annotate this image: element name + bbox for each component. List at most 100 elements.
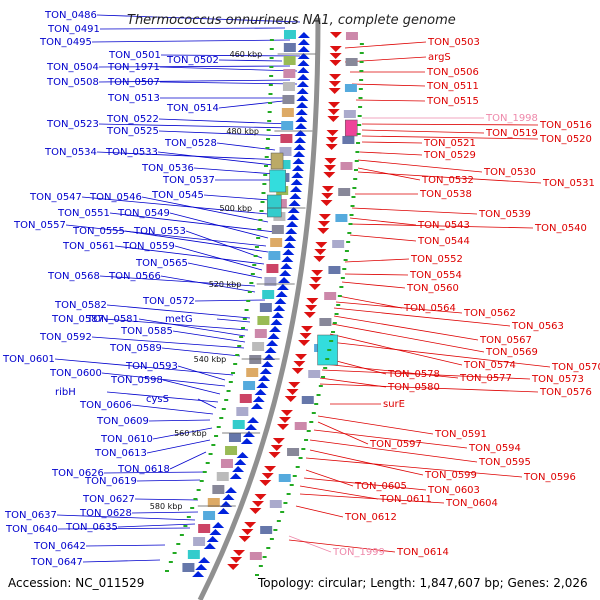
gene-label-left: TON_0609 — [96, 416, 149, 427]
forward-gene-arrow — [273, 305, 286, 311]
feature-block — [246, 368, 259, 377]
reverse-gene-arrow — [298, 340, 311, 346]
leader-line — [349, 217, 417, 226]
feature-block — [212, 485, 225, 494]
reverse-gene-arrow — [326, 130, 339, 136]
feature-block — [203, 511, 216, 520]
gene-label-left: TON_0557 — [13, 220, 66, 231]
forward-gene-arrow — [275, 291, 288, 297]
reverse-gene-arrow — [279, 417, 292, 423]
gene-label-right: TON_0531 — [542, 178, 595, 189]
gene-label-left: TON_0551 — [57, 208, 110, 219]
feature-block — [236, 407, 249, 416]
forward-gene-arrow — [293, 144, 306, 150]
forward-gene-arrow — [267, 333, 280, 339]
gene-label-left: TON_0593 — [125, 361, 178, 372]
forward-gene-arrow — [219, 501, 232, 507]
gene-label-left: TON_0600 — [49, 368, 102, 379]
reverse-gene-arrow — [272, 438, 285, 444]
leader-line — [106, 391, 219, 403]
feature-block — [282, 82, 295, 91]
reverse-gene-arrow — [328, 81, 341, 87]
gene-label-left: TON_0572 — [142, 296, 195, 307]
gene-label-left: TON_0566 — [108, 271, 161, 282]
forward-gene-arrow — [247, 417, 260, 423]
kbp-markers: 460 kbp 480 kbp 500 kbp 520 kbp 540 kbp 560 k… — [150, 50, 316, 511]
forward-gene-arrow — [297, 74, 310, 80]
leader-line — [309, 439, 478, 463]
genome-backbone-arc — [197, 17, 321, 600]
gene-label-left: TON_0640 — [5, 524, 58, 535]
feature-block — [282, 95, 295, 104]
gene-arrows — [192, 32, 342, 577]
reverse-gene-arrow — [233, 550, 246, 556]
forward-gene-arrow — [297, 32, 310, 38]
gene-label-right: TON_0521 — [423, 138, 476, 149]
kbp-marker-label: 580 kbp — [150, 502, 183, 511]
leader-line — [124, 230, 269, 253]
gene-label-left: TON_0513 — [107, 93, 160, 104]
reverse-gene-arrow — [320, 200, 333, 206]
reverse-gene-arrow — [286, 389, 299, 395]
feature-block — [340, 162, 353, 170]
feature-block — [283, 56, 296, 65]
kbp-marker-label: 500 kbp — [220, 204, 253, 213]
feature-block-large — [269, 169, 286, 193]
gene-label-right: TON_0529 — [423, 150, 476, 161]
feature-block — [278, 474, 291, 482]
reverse-gene-arrow — [329, 53, 342, 59]
reverse-gene-arrow — [254, 494, 267, 500]
forward-gene-arrow — [289, 193, 302, 199]
leader-line — [361, 129, 485, 134]
leader-line — [288, 539, 396, 553]
reverse-gene-arrow — [230, 557, 243, 563]
gene-label-right: TON_0560 — [406, 283, 459, 294]
reverse-gene-arrow — [329, 74, 342, 80]
leader-line — [169, 451, 207, 470]
leader-line — [331, 323, 485, 353]
reverse-gene-arrow — [249, 508, 262, 514]
forward-gene-arrow — [278, 277, 291, 283]
gene-label-right: TON_0532 — [421, 175, 474, 186]
forward-gene-arrow — [297, 46, 310, 52]
genome-title: Thermococcus onnurineus NA1, complete ge… — [127, 13, 456, 28]
leader-line — [361, 141, 423, 144]
leader-line — [321, 369, 531, 380]
leader-line — [158, 118, 291, 125]
forward-gene-arrow — [297, 39, 310, 45]
forward-gene-arrow — [280, 263, 293, 269]
gene-label-left: metG — [165, 314, 193, 325]
leader-line — [136, 479, 201, 482]
gene-label-right: TON_0573 — [531, 374, 584, 385]
feature-block — [249, 552, 262, 560]
gene-label-right: TON_0595 — [478, 457, 531, 468]
accession-text: Accession: NC_011529 — [8, 576, 144, 590]
forward-gene-arrow — [264, 347, 277, 353]
leader-line — [349, 223, 534, 229]
forward-gene-arrow — [198, 557, 211, 563]
reverse-gene-arrow — [227, 564, 240, 570]
gene-label-right: TON_0519 — [485, 128, 538, 139]
leader-line — [134, 498, 199, 501]
feature-block — [332, 240, 345, 248]
forward-gene-arrow — [291, 172, 304, 178]
leader-line — [313, 429, 468, 449]
feature-block — [294, 422, 307, 430]
kbp-marker-label: 560 kbp — [174, 429, 207, 438]
leader-line — [148, 419, 211, 422]
gene-label-left: TON_0536 — [141, 163, 194, 174]
forward-gene-arrow — [287, 207, 300, 213]
leader-line — [329, 341, 551, 368]
gene-label-left: TON_0610 — [100, 434, 153, 445]
feature-block — [342, 136, 355, 144]
gene-label-right: TON_0614 — [396, 547, 449, 558]
gene-label-right: TON_0570 — [551, 362, 600, 373]
forward-gene-arrow — [266, 340, 279, 346]
gene-label-right: argS — [428, 52, 451, 63]
gene-label-left: TON_0514 — [166, 103, 219, 114]
gene-label-right: TON_0539 — [478, 209, 531, 220]
leader-line — [169, 212, 269, 239]
feature-block — [220, 459, 233, 468]
forward-gene-arrow — [276, 284, 289, 290]
gene-label-right: TON_0605 — [354, 481, 407, 492]
